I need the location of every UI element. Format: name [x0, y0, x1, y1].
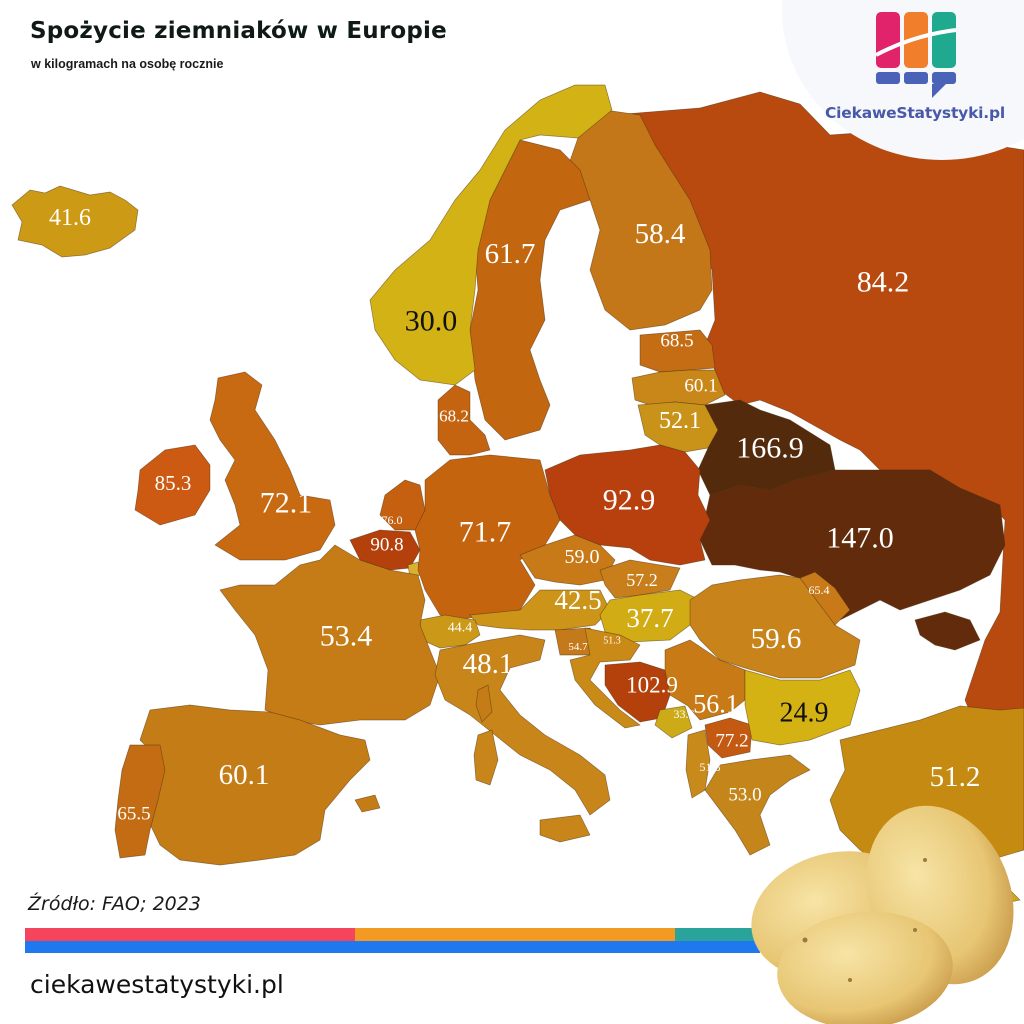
label-albania: 51.8 [700, 760, 721, 774]
label-belgium: 90.8 [370, 535, 403, 556]
region-denmark[interactable] [437, 384, 491, 456]
page-title: Spożycie ziemniaków w Europie [30, 18, 447, 44]
label-italy: 48.1 [463, 648, 514, 680]
stripe-blue [25, 941, 760, 953]
label-denmark: 68.2 [439, 407, 469, 426]
label-turkey: 51.2 [930, 761, 981, 793]
label-bulgaria: 24.9 [780, 698, 829, 729]
brand-logo[interactable]: CiekaweStatystyki.pl [815, 10, 1015, 130]
label-russia: 84.2 [857, 266, 910, 299]
label-bosnia: 102.9 [626, 673, 678, 698]
label-slovakia: 57.2 [626, 570, 658, 590]
label-estonia: 68.5 [660, 331, 693, 352]
stripe-teal [675, 928, 760, 941]
label-slovenia: 54.7 [568, 641, 588, 653]
region-portugal[interactable] [114, 744, 166, 859]
color-stripe-divider [25, 928, 760, 953]
region-italy[interactable] [434, 634, 611, 816]
label-belarus: 166.9 [736, 432, 804, 465]
stripe-orange [355, 928, 675, 941]
source-note: Źródło: FAO; 2023 [28, 893, 201, 915]
region-sardinia[interactable] [473, 729, 499, 786]
region-ukraine[interactable] [699, 469, 1006, 621]
region-slovakia[interactable] [599, 559, 681, 599]
label-hungary: 37.7 [626, 603, 673, 633]
region-poland[interactable] [544, 444, 711, 566]
region-finland[interactable] [564, 109, 713, 331]
potatoes-photo [751, 805, 1014, 1024]
label-switzerland: 44.4 [448, 621, 473, 636]
region-moldova[interactable] [799, 571, 851, 626]
label-germany: 71.7 [459, 516, 512, 549]
region-north-macedonia[interactable] [704, 717, 753, 759]
region-balearic-islands[interactable] [354, 794, 381, 813]
region-estonia[interactable] [639, 329, 716, 373]
logo-text: CiekaweStatystyki.pl [824, 104, 1005, 122]
region-sicily[interactable] [539, 814, 591, 843]
region-france[interactable] [219, 544, 441, 726]
region-iceland[interactable] [11, 185, 139, 258]
label-latvia: 60.1 [684, 376, 717, 397]
region-montenegro[interactable] [654, 705, 693, 739]
label-romania: 59.6 [751, 623, 802, 655]
label-norway: 30.0 [405, 305, 458, 338]
label-austria: 42.5 [554, 585, 601, 615]
region-hungary[interactable] [599, 589, 701, 643]
region-croatia[interactable] [569, 627, 641, 729]
region-united-kingdom[interactable] [209, 371, 336, 561]
page-subtitle: w kilogramach na osobę rocznie [31, 57, 224, 71]
label-iceland: 41.6 [49, 205, 91, 231]
region-serbia[interactable] [664, 639, 746, 721]
region-bulgaria[interactable] [744, 669, 861, 746]
label-poland: 92.9 [603, 484, 656, 517]
stripe-red [25, 928, 355, 941]
region-latvia[interactable] [631, 369, 726, 406]
label-lithuania: 52.1 [659, 408, 701, 434]
region-corsica[interactable] [475, 684, 493, 723]
region-ireland[interactable] [134, 444, 211, 526]
label-ukraine: 147.0 [826, 522, 894, 555]
label-spain: 60.1 [219, 759, 270, 791]
label-portugal: 65.5 [117, 804, 150, 825]
region-greece[interactable] [704, 754, 811, 856]
label-sweden: 61.7 [485, 238, 536, 270]
bar-chart-speech-bubble-icon [875, 12, 957, 98]
label-ireland: 85.3 [155, 471, 192, 495]
label-macedonia: 77.2 [715, 731, 748, 752]
label-finland: 58.4 [635, 218, 686, 250]
label-serbia: 56.1 [693, 690, 739, 719]
region-crimea[interactable] [914, 611, 981, 651]
footer-url-link[interactable]: ciekawestatystyki.pl [30, 970, 284, 999]
label-czechia: 59.0 [565, 546, 600, 568]
label-croatia: 51.3 [603, 636, 621, 647]
label-uk: 72.1 [260, 487, 313, 520]
region-norway[interactable] [369, 84, 613, 386]
label-greece: 53.0 [728, 785, 761, 806]
label-france: 53.4 [320, 620, 373, 653]
label-netherlands: 76.0 [382, 513, 403, 527]
label-montenegro: 33.6 [674, 707, 695, 721]
label-moldova: 65.4 [809, 583, 830, 597]
